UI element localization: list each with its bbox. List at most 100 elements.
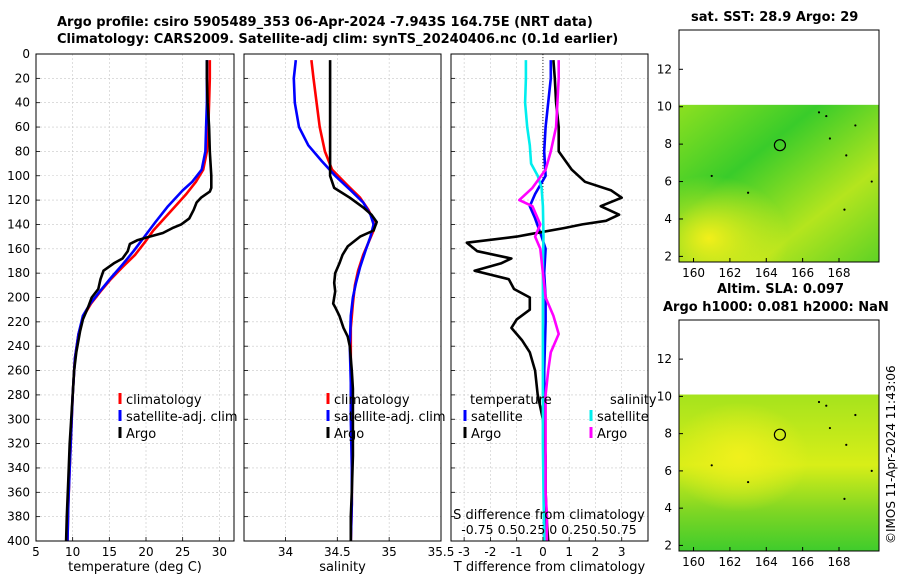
legend-label: Argo [597,427,627,442]
legend-group-title: salinity [610,393,657,408]
x-tick-label: 2 [592,545,600,559]
legend-label: satellite-adj. clim [126,410,238,425]
y-tick-label: 0 [22,47,30,61]
map-y-tick-label: 2 [664,538,672,552]
map-x-tick-label: 160 [682,555,705,569]
island-dot [710,464,713,467]
header-line-1: Argo profile: csiro 5905489_353 06-Apr-2… [57,15,593,30]
series-argo [328,60,379,541]
legend-label: Argo [471,427,501,442]
y-tick-label: 140 [7,217,30,231]
x-axis-label: temperature (deg C) [68,560,202,575]
map-frame [678,319,880,552]
series-salinity-argo [517,60,561,541]
island-dot [825,114,828,118]
island-dot [870,180,873,183]
x-tick-label: -2 [484,545,496,559]
island-dot [828,426,832,430]
y-tick-label: 40 [15,96,30,110]
map-y-tick-label: 4 [664,212,672,226]
y-tick-label: 280 [7,388,30,402]
y-tick-label: 320 [7,437,30,451]
y-tick-label: 380 [7,510,30,524]
y-tick-label: 300 [7,412,30,426]
map-field-highlight [679,394,879,551]
map-y-tick-label: 2 [664,249,672,263]
y-tick-label: 200 [7,291,30,305]
map-x-tick-label: 162 [718,266,741,280]
profile-panel-3: -3 -2 -1 0 1 2 3T difference from climatology t… [450,53,657,575]
sst-map: 160 162 164 166 168 2 4 6 8 10 12 [657,29,880,280]
x-tick-label: 34 [278,545,293,559]
sla-map: 160 162 164 166 168 2 4 6 8 10 12 [657,319,880,569]
legend-group-title: temperature [470,393,552,408]
x-tick-label: 20 [138,545,153,559]
series-salinity-satellite [523,60,546,542]
map-x-tick-label: 164 [755,266,778,280]
header-line-2: Climatology: CARS2009. Satellite-adj cli… [57,32,619,47]
y-tick-label: 360 [7,485,30,499]
series-argo [64,60,213,542]
y-tick-label: 340 [7,461,30,475]
x-tick-label: 3 [618,545,626,559]
x-axis-label: T difference from climatology [453,560,646,575]
legend-label: climatology [334,393,410,408]
map-y-tick-label: 10 [657,100,672,114]
secondary-axis-title: S difference from climatology [453,508,645,523]
secondary-axis-ticks: -0.75 0.50.25 0 0.250.50.75 [461,522,636,537]
island-dot [854,413,857,417]
x-tick-label: 10 [65,545,80,559]
map-y-tick-label: 6 [664,464,672,478]
legend-label: satellite [597,410,649,425]
x-tick-label: 25 [175,545,190,559]
profile-panel-1: 5 10 15 20 25 30 temperature (deg C) 0 20 40 60 80 1… [7,47,238,575]
map-y-tick-label: 12 [657,352,672,366]
sst-map-title: sat. SST: 28.9 Argo: 29 [691,10,859,25]
profile-location-marker [773,428,787,441]
legend-label: Argo [126,427,156,442]
island-dot [746,480,750,484]
sla-map-title-2: Argo h1000: 0.081 h2000: NaN [663,300,889,315]
map-frame [678,29,880,263]
x-tick-label: -1 [511,545,523,559]
y-tick-label: 400 [7,534,30,548]
island-dot [825,404,828,407]
y-tick-label: 120 [7,193,30,207]
legend-label: satellite-adj. clim [334,410,446,425]
series-temperature-argo [465,60,624,542]
y-tick-label: 20 [15,71,30,85]
y-tick-label: 100 [7,169,30,183]
island-dot [845,443,848,446]
x-tick-label: 1 [565,545,573,559]
x-tick-label: -3 [458,545,470,559]
island-dot [817,400,821,404]
map-y-tick-label: 4 [664,501,672,515]
legend-label: climatology [126,393,202,408]
map-x-tick-label: 166 [791,266,814,280]
map-x-tick-label: 160 [682,266,705,280]
legend-label: satellite [471,410,523,425]
map-x-tick-label: 162 [718,555,741,569]
sla-map-title-1: Altim. SLA: 0.097 [717,282,844,297]
map-x-tick-label: 168 [828,266,851,280]
x-tick-label: 15 [102,545,117,559]
map-y-tick-label: 8 [664,137,672,151]
island-dot [817,111,821,114]
x-tick-label: 34.5 [324,545,351,559]
map-y-tick-label: 8 [664,427,672,441]
map-y-tick-label: 10 [657,389,672,403]
island-dot [870,469,873,472]
profile-panel-2: 34 34.5 35 35.5 salinity climatology satellite… [243,53,455,575]
island-dot [710,174,713,178]
island-dot [746,191,750,194]
map-y-tick-label: 6 [664,175,672,189]
x-tick-label: 35 [382,545,397,559]
island-dot [843,208,846,211]
y-tick-label: 180 [7,266,30,280]
y-tick-label: 60 [15,120,30,134]
island-dot [845,154,848,157]
island-dot [843,497,846,500]
x-tick-label: 30 [212,545,227,559]
x-tick-label: 35.5 [428,545,455,559]
